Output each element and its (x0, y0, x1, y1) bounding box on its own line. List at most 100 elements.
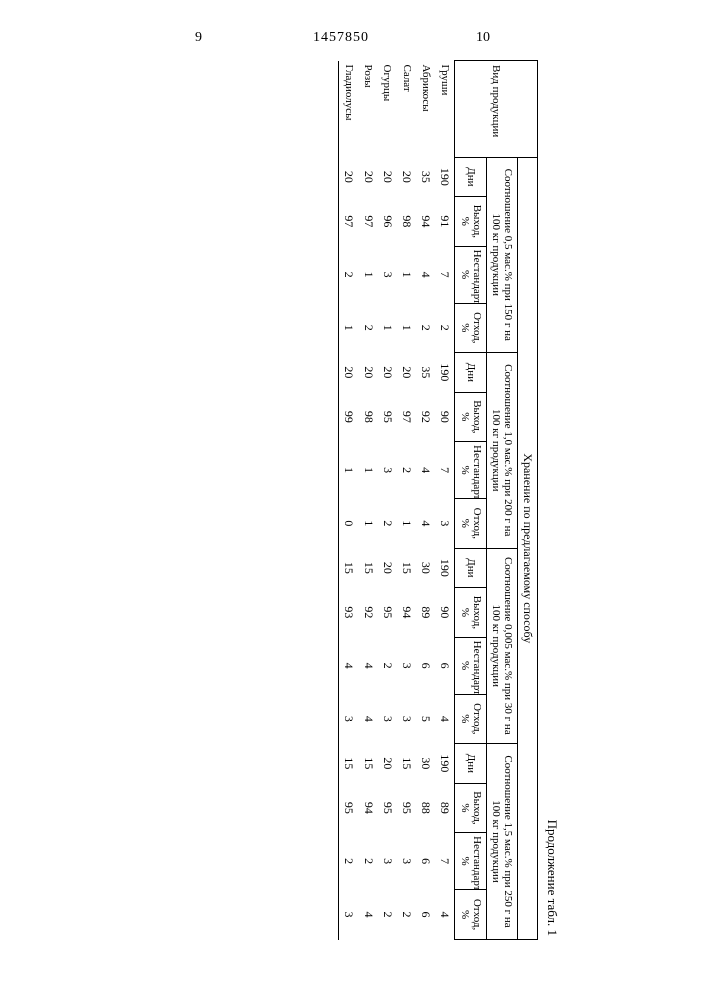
cell: 4 (339, 637, 359, 694)
sub-vyhod: Выход, % (455, 783, 486, 833)
cell: 20 (397, 157, 416, 197)
cell: 88 (416, 783, 435, 833)
table-row: Салат 20 98 1 1 20 97 2 1 15 94 3 3 15 9… (397, 61, 416, 940)
cell: 20 (339, 353, 359, 393)
col-product: Вид продукции (455, 61, 538, 158)
cell: 4 (359, 890, 378, 940)
sub-othod: Отход, % (455, 694, 486, 744)
cell: 1 (339, 303, 359, 353)
cell: 2 (339, 246, 359, 303)
sub-dni: Дни (455, 157, 486, 197)
cell: 20 (339, 157, 359, 197)
cell: 35 (416, 353, 435, 393)
group-2: Соотношение 1,0 мас.% при 200 г на 100 к… (486, 353, 517, 549)
cell: 3 (339, 890, 359, 940)
cell: 3 (397, 694, 416, 744)
cell: 91 (435, 197, 455, 247)
cell: 190 (435, 744, 455, 784)
cell: 15 (339, 744, 359, 784)
cell: 30 (416, 744, 435, 784)
cell: 6 (435, 637, 455, 694)
cell: 1 (397, 246, 416, 303)
sub-vyhod: Выход, % (455, 588, 486, 638)
cell: 1 (339, 442, 359, 499)
cell: 0 (339, 499, 359, 549)
cell: 3 (397, 637, 416, 694)
row-name: Салат (397, 61, 416, 158)
cell: 190 (435, 548, 455, 588)
cell: 95 (378, 392, 397, 442)
cell: 2 (416, 303, 435, 353)
cell: 98 (359, 392, 378, 442)
cell: 3 (339, 694, 359, 744)
cell: 97 (339, 197, 359, 247)
row-name: Груши (435, 61, 455, 158)
cell: 89 (416, 588, 435, 638)
sub-nestd: Нестандарт, % (455, 637, 486, 694)
cell: 95 (378, 588, 397, 638)
cell: 4 (416, 246, 435, 303)
cell: 4 (435, 890, 455, 940)
sub-nestd: Нестандарт, % (455, 833, 486, 890)
cell: 15 (397, 744, 416, 784)
data-table: Вид продукции Хранение по предлагаемому … (338, 60, 538, 940)
sub-dni: Дни (455, 353, 486, 393)
cell: 35 (416, 157, 435, 197)
cell: 15 (359, 744, 378, 784)
cell: 1 (378, 303, 397, 353)
cell: 4 (416, 499, 435, 549)
cell: 6 (416, 890, 435, 940)
cell: 3 (435, 499, 455, 549)
cell: 99 (339, 392, 359, 442)
cell: 20 (378, 548, 397, 588)
group-3: Соотношение 0,005 мас.% при 30 г на 100 … (486, 548, 517, 744)
cell: 4 (416, 442, 435, 499)
row-name: Розы (359, 61, 378, 158)
cell: 1 (359, 246, 378, 303)
cell: 90 (435, 588, 455, 638)
table-caption: Продолжение табл. 1 (544, 60, 560, 936)
cell: 2 (359, 833, 378, 890)
table-row: Гладиолусы 20 97 2 1 20 99 1 0 15 93 4 3… (339, 61, 359, 940)
cell: 96 (378, 197, 397, 247)
cell: 3 (378, 442, 397, 499)
cell: 190 (435, 353, 455, 393)
cell: 95 (339, 783, 359, 833)
cell: 1 (359, 499, 378, 549)
cell: 94 (416, 197, 435, 247)
cell: 190 (435, 157, 455, 197)
sub-othod: Отход, % (455, 499, 486, 549)
cell: 20 (359, 353, 378, 393)
row-name: Гладиолусы (339, 61, 359, 158)
sub-othod: Отход, % (455, 890, 486, 940)
sub-vyhod: Выход, % (455, 197, 486, 247)
cell: 2 (397, 442, 416, 499)
cell: 97 (397, 392, 416, 442)
page-number-right: 10 (476, 30, 490, 46)
cell: 6 (416, 833, 435, 890)
cell: 89 (435, 783, 455, 833)
table-row: Абрикосы 35 94 4 2 35 92 4 4 30 89 6 5 3… (416, 61, 435, 940)
col-storage: Хранение по предлагаемому способу (517, 157, 537, 939)
sub-nestd: Нестандарт, % (455, 246, 486, 303)
cell: 98 (397, 197, 416, 247)
cell: 20 (378, 353, 397, 393)
cell: 6 (416, 637, 435, 694)
group-4: Соотношение 1,5 мас.% при 250 г на 100 к… (486, 744, 517, 940)
cell: 2 (339, 833, 359, 890)
table-row: Розы 20 97 1 2 20 98 1 1 15 92 4 4 15 94… (359, 61, 378, 940)
sub-dni: Дни (455, 548, 486, 588)
cell: 4 (435, 694, 455, 744)
cell: 3 (378, 694, 397, 744)
table-row: Груши 190 91 7 2 190 90 7 3 190 90 6 4 1… (435, 61, 455, 940)
sub-vyhod: Выход, % (455, 392, 486, 442)
cell: 7 (435, 833, 455, 890)
cell: 7 (435, 246, 455, 303)
cell: 15 (359, 548, 378, 588)
table-header-row-3: Дни Выход, % Нестандарт, % Отход, % Дни … (455, 61, 486, 940)
cell: 1 (397, 303, 416, 353)
cell: 15 (397, 548, 416, 588)
cell: 2 (359, 303, 378, 353)
cell: 2 (378, 637, 397, 694)
cell: 3 (378, 833, 397, 890)
